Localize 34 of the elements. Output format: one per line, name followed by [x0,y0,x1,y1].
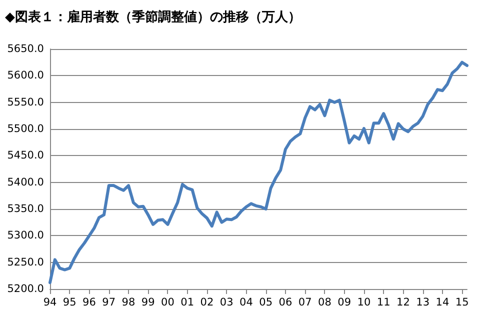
y-tick-label: 5650.0 [7,43,44,55]
x-tick-label: 15 [455,296,469,308]
y-tick-label: 5500.0 [7,123,44,135]
x-tick-label: 14 [436,296,450,308]
x-tick-label: 10 [357,296,371,308]
line-series [48,60,468,284]
x-tick-label: 12 [396,296,410,308]
x-tick-label: 07 [298,296,312,308]
y-tick-label: 5350.0 [7,203,44,215]
x-tick-label: 94 [43,296,57,308]
x-tick-label: 05 [259,296,273,308]
x-tick-label: 11 [376,296,390,308]
y-tick-label: 5200.0 [7,283,44,295]
y-tick-label: 5250.0 [7,256,44,268]
x-tick-label: 95 [62,296,76,308]
x-tick-label: 96 [82,296,96,308]
y-tick-label: 5550.0 [7,96,44,108]
y-tick-label: 5450.0 [7,150,44,162]
x-tick-label: 09 [338,296,352,308]
x-tick-label: 04 [240,296,254,308]
x-tick-label: 06 [278,296,292,308]
x-tick-label: 01 [180,296,194,308]
y-tick-label: 5400.0 [7,176,44,188]
chart-title: ◆図表１：雇用者数（季節調整値）の推移（万人） [5,9,301,25]
x-tick-label: 98 [122,296,136,308]
y-tick-label: 5300.0 [7,230,44,242]
x-tick-label: 02 [200,296,214,308]
x-tick-label: 08 [318,296,332,308]
x-tick-label: 97 [102,296,116,308]
x-tick-label: 03 [220,296,234,308]
y-tick-label: 5600.0 [7,70,44,82]
x-tick-label: 00 [161,296,174,308]
x-tick-label: 13 [416,296,430,308]
x-tick-label: 99 [141,296,155,308]
